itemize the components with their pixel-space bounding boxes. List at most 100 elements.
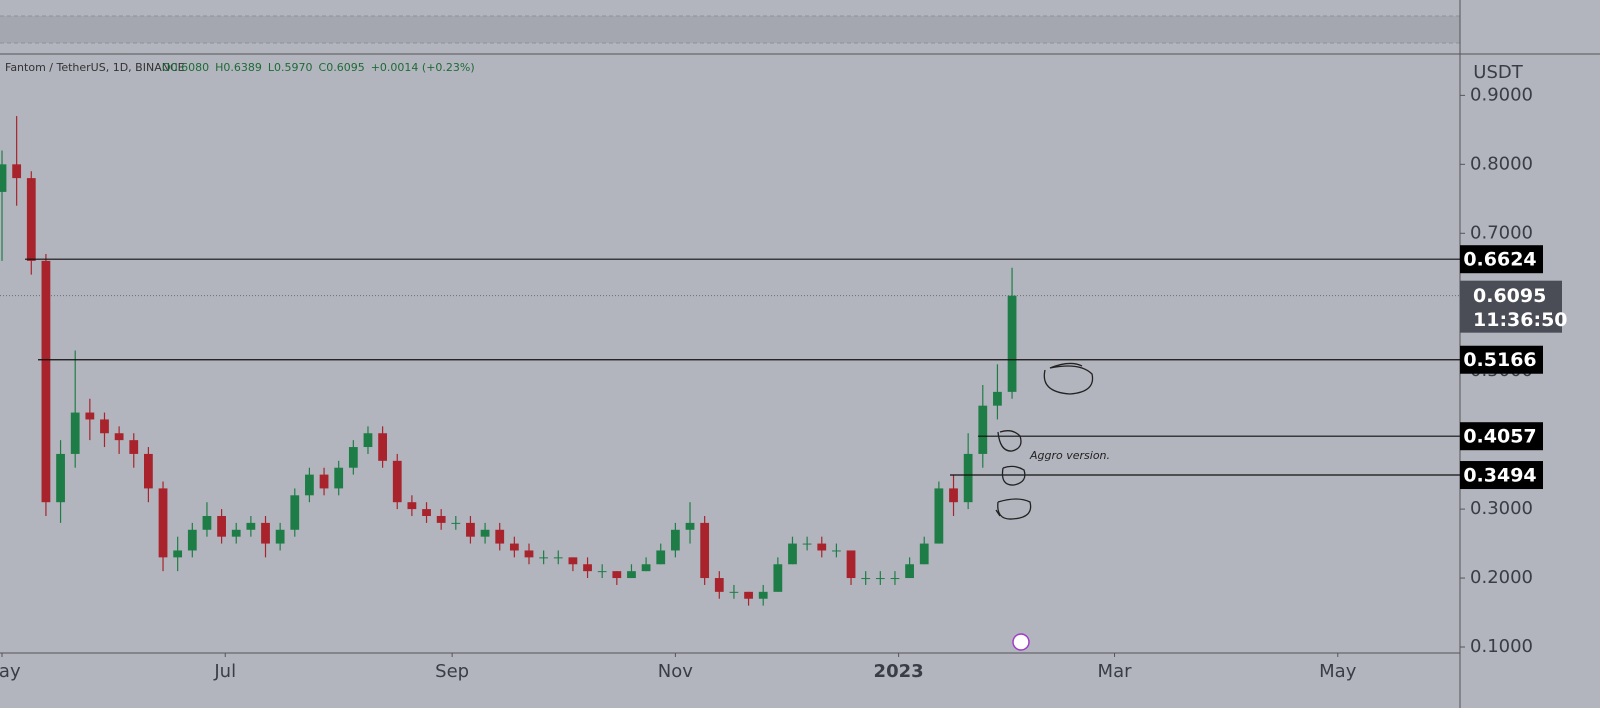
- candle-body: [612, 571, 622, 579]
- candle-body: [85, 412, 95, 420]
- x-tick-label: Jul: [213, 661, 236, 682]
- candle-body: [993, 391, 1002, 406]
- candle-body: [261, 522, 270, 544]
- candle-body: [934, 488, 944, 544]
- candle-body: [217, 515, 226, 537]
- candle-body: [100, 419, 109, 434]
- ohlc-value: +0.0014 (+0.23%): [371, 61, 475, 74]
- drawing: [995, 498, 1032, 520]
- candle-body: [275, 529, 285, 544]
- x-tick-label: Nov: [658, 661, 693, 682]
- candle-body: [392, 460, 402, 503]
- level-label: 0.3494: [1463, 465, 1536, 487]
- level-label: 0.5166: [1463, 349, 1536, 371]
- symbol-title: Fantom / TetherUS, 1D, BINANCE: [5, 61, 185, 74]
- candle-body: [802, 543, 812, 545]
- candle-body: [700, 522, 710, 579]
- candle-body: [451, 522, 461, 524]
- candle-body: [348, 447, 358, 468]
- candle-body: [305, 474, 314, 496]
- candle-body: [158, 488, 168, 558]
- candle-body: [568, 557, 578, 565]
- level-label-box: [1460, 245, 1543, 274]
- ohlc-value: C0.6095: [319, 61, 365, 74]
- candle-body: [334, 467, 344, 489]
- candle-body: [919, 543, 929, 565]
- candle-body: [202, 515, 212, 530]
- candle-body: [978, 405, 988, 454]
- drawings: [995, 362, 1094, 520]
- ohlc-legend: O0.6080 H0.6389 L0.5970 C0.6095 +0.0014 (+0.…: [162, 61, 475, 74]
- candle-body: [861, 578, 871, 580]
- candle-body: [817, 543, 827, 551]
- x-tick-label: 2023: [874, 661, 924, 682]
- level-label-box: [1460, 422, 1543, 451]
- candle-body: [758, 591, 768, 599]
- candle-body: [466, 522, 475, 537]
- annotation: Aggro version.: [1029, 449, 1110, 462]
- plot: [0, 116, 1460, 606]
- candle-body: [56, 453, 65, 503]
- candle-body: [407, 502, 417, 510]
- candle-body: [363, 433, 373, 448]
- drawing: [997, 430, 1022, 452]
- y-tick-label: 0.1000: [1470, 636, 1533, 657]
- x-tick-label: Sep: [435, 661, 469, 682]
- level-label: 0.4057: [1463, 426, 1536, 448]
- candle-body: [890, 578, 900, 580]
- y-tick-label: 0.8000: [1470, 153, 1533, 174]
- candle-body: [875, 578, 885, 580]
- y-tick-label: 0.9000: [1470, 84, 1533, 105]
- candle-body: [290, 495, 300, 530]
- x-tick-label: May: [0, 661, 21, 682]
- candle-body: [641, 564, 651, 572]
- level-label-box: [1460, 461, 1543, 490]
- candle-body: [495, 529, 505, 544]
- candle-body: [41, 260, 51, 503]
- candle-body: [144, 453, 153, 489]
- candle-body: [539, 557, 549, 559]
- event-icon[interactable]: [1012, 633, 1030, 651]
- level-label: 0.6624: [1463, 249, 1536, 271]
- ohlc-value: O0.6080: [162, 61, 209, 74]
- candle-body: [597, 571, 607, 573]
- candle-body: [656, 550, 666, 565]
- candle-body: [246, 522, 256, 530]
- candle-body: [729, 591, 739, 593]
- candle-body: [524, 550, 534, 558]
- countdown: 11:36:50: [1473, 309, 1568, 331]
- candle-body: [26, 178, 36, 261]
- last-price-label: 0.6095: [1473, 285, 1546, 307]
- candle-body: [231, 529, 241, 537]
- candle-body: [509, 543, 519, 551]
- drawing: [1043, 362, 1094, 395]
- candle-body: [949, 488, 958, 503]
- ohlc-value: H0.6389: [215, 61, 262, 74]
- candle-body: [553, 557, 563, 559]
- level-label-box: [1460, 345, 1543, 374]
- last-price-box: [1460, 280, 1562, 333]
- x-tick-label: Mar: [1098, 661, 1133, 682]
- candle-body: [963, 453, 973, 503]
- candle-body: [583, 564, 592, 572]
- candle-body: [832, 550, 841, 552]
- candle-body: [70, 412, 80, 454]
- candle-body: [422, 509, 431, 516]
- x-tick-label: May: [1319, 661, 1357, 682]
- candle-body: [846, 550, 856, 579]
- candle-body: [788, 543, 797, 565]
- candle-body: [0, 164, 7, 192]
- y-tick-label: 0.3000: [1470, 498, 1533, 519]
- candle-body: [319, 474, 329, 489]
- candle-body: [627, 571, 636, 579]
- rsi-band: [0, 16, 1460, 43]
- drawing: [1001, 465, 1026, 486]
- candle-body: [378, 433, 388, 461]
- candle-body: [12, 164, 22, 179]
- candle-body: [129, 440, 139, 454]
- candle-body: [905, 564, 914, 579]
- candle-body: [187, 529, 197, 551]
- candle-body: [436, 515, 446, 523]
